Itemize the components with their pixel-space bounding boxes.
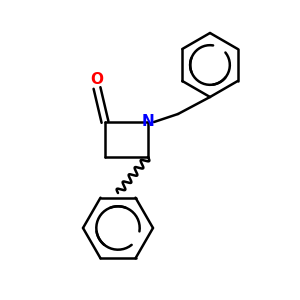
Text: O: O — [91, 73, 103, 88]
Text: N: N — [142, 115, 154, 130]
